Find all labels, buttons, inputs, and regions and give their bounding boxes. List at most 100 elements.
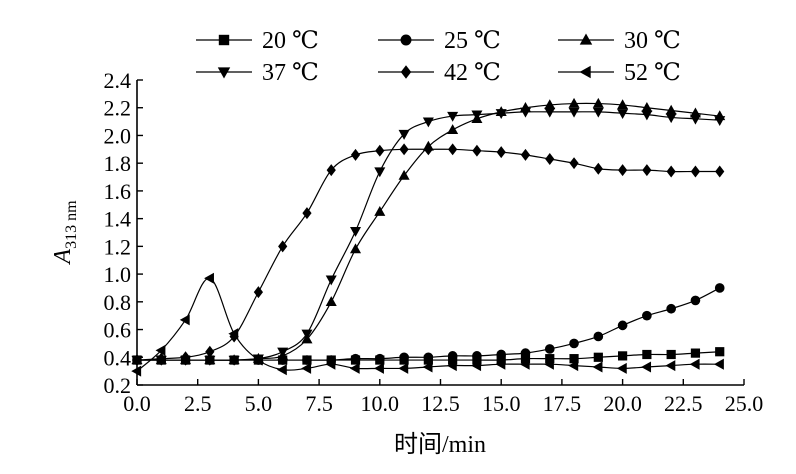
- data-point: [374, 362, 384, 374]
- data-point: [155, 344, 166, 356]
- x-tick-label: 17.5: [543, 391, 582, 416]
- data-point: [665, 104, 677, 115]
- data-point: [545, 354, 555, 364]
- legend-item: 20 ℃: [196, 28, 319, 54]
- data-point: [690, 295, 701, 306]
- y-tick-label: 1.0: [104, 262, 132, 287]
- data-point: [349, 362, 360, 374]
- data-point: [228, 328, 239, 340]
- data-point: [398, 169, 410, 180]
- data-point: [205, 345, 215, 358]
- data-point: [666, 165, 676, 178]
- data-point: [617, 99, 629, 110]
- data-point: [180, 351, 191, 364]
- data-point: [544, 358, 554, 370]
- y-tick-label: 0.8: [104, 290, 132, 315]
- data-point: [593, 162, 603, 175]
- data-point: [422, 361, 433, 373]
- data-point: [447, 111, 459, 122]
- legend-item: 42 ℃: [378, 60, 501, 86]
- series-line: [137, 287, 720, 361]
- data-point: [131, 365, 142, 377]
- y-axis-label-sub: 313 nm: [63, 200, 80, 249]
- data-point: [228, 355, 240, 366]
- data-point: [471, 360, 482, 372]
- data-point: [350, 243, 362, 254]
- series-5: [132, 143, 725, 367]
- data-point: [446, 360, 457, 372]
- data-point: [593, 352, 603, 362]
- ticks: 0.0 2.5 5.0 7.5 10.0 12.5 15.0 17.5 20.0 22.5 25.0…: [104, 68, 764, 416]
- data-point: [641, 361, 652, 373]
- legend-label: 52 ℃: [624, 60, 681, 86]
- data-point: [350, 148, 361, 161]
- data-point: [302, 355, 312, 365]
- data-point: [278, 240, 288, 253]
- data-point: [592, 361, 603, 373]
- data-point: [690, 165, 701, 178]
- legend-marker: [217, 67, 231, 79]
- data-point: [302, 207, 312, 220]
- data-point: [448, 143, 458, 156]
- legend: 20 ℃ 25 ℃ 30 ℃ 37 ℃ 42 ℃ 52 ℃: [196, 28, 681, 86]
- x-tick-label: 22.5: [664, 391, 703, 416]
- legend-item: 30 ℃: [558, 28, 681, 54]
- data-point: [447, 124, 459, 135]
- x-tick-label: 7.5: [305, 391, 333, 416]
- data-point: [399, 143, 409, 156]
- data-point: [253, 286, 263, 299]
- data-point: [714, 116, 726, 126]
- data-point: [301, 329, 313, 340]
- x-tick-label: 2.5: [184, 391, 212, 416]
- data-point: [325, 275, 337, 286]
- data-point: [715, 165, 725, 178]
- data-point: [544, 107, 556, 118]
- data-point: [204, 272, 214, 284]
- legend-label: 42 ℃: [444, 60, 501, 86]
- x-tick-label: 12.5: [421, 391, 460, 416]
- legend-marker: [579, 65, 591, 79]
- legend-marker: [400, 34, 412, 46]
- data-point: [179, 314, 190, 326]
- data-point: [545, 153, 555, 166]
- data-point: [714, 283, 725, 293]
- data-point: [374, 353, 385, 364]
- data-point: [375, 144, 385, 157]
- y-tick-label: 0.2: [104, 373, 132, 398]
- x-tick-label: 20.0: [603, 391, 642, 416]
- data-point: [374, 167, 386, 178]
- data-point: [252, 354, 263, 366]
- x-tick-label: 25.0: [725, 391, 764, 416]
- data-point: [569, 338, 579, 349]
- data-point: [520, 354, 531, 364]
- data-point: [398, 129, 410, 140]
- series-2: [132, 283, 725, 365]
- legend-label: 25 ℃: [444, 28, 501, 54]
- legend-marker: [579, 33, 593, 45]
- series-3: [131, 97, 726, 365]
- legend-label: 37 ℃: [262, 60, 319, 86]
- data-point: [592, 97, 604, 108]
- data-point: [301, 362, 312, 374]
- axes: [136, 80, 744, 386]
- data-point: [495, 109, 507, 120]
- data-point: [544, 99, 556, 110]
- data-point: [325, 358, 336, 370]
- data-point: [690, 348, 701, 358]
- data-point: [689, 358, 700, 370]
- data-point: [423, 352, 434, 363]
- data-point: [665, 113, 677, 124]
- x-tick-label: 0.0: [123, 391, 151, 416]
- legend-label: 20 ℃: [262, 28, 319, 54]
- data-point: [496, 355, 506, 365]
- data-point: [666, 349, 676, 360]
- x-tick-label: 15.0: [482, 391, 521, 416]
- data-point: [471, 110, 483, 121]
- y-tick-label: 1.4: [104, 207, 132, 232]
- data-point: [350, 353, 361, 364]
- data-point: [569, 157, 579, 170]
- data-point: [495, 358, 506, 370]
- data-point: [641, 110, 653, 121]
- data-point: [568, 97, 580, 108]
